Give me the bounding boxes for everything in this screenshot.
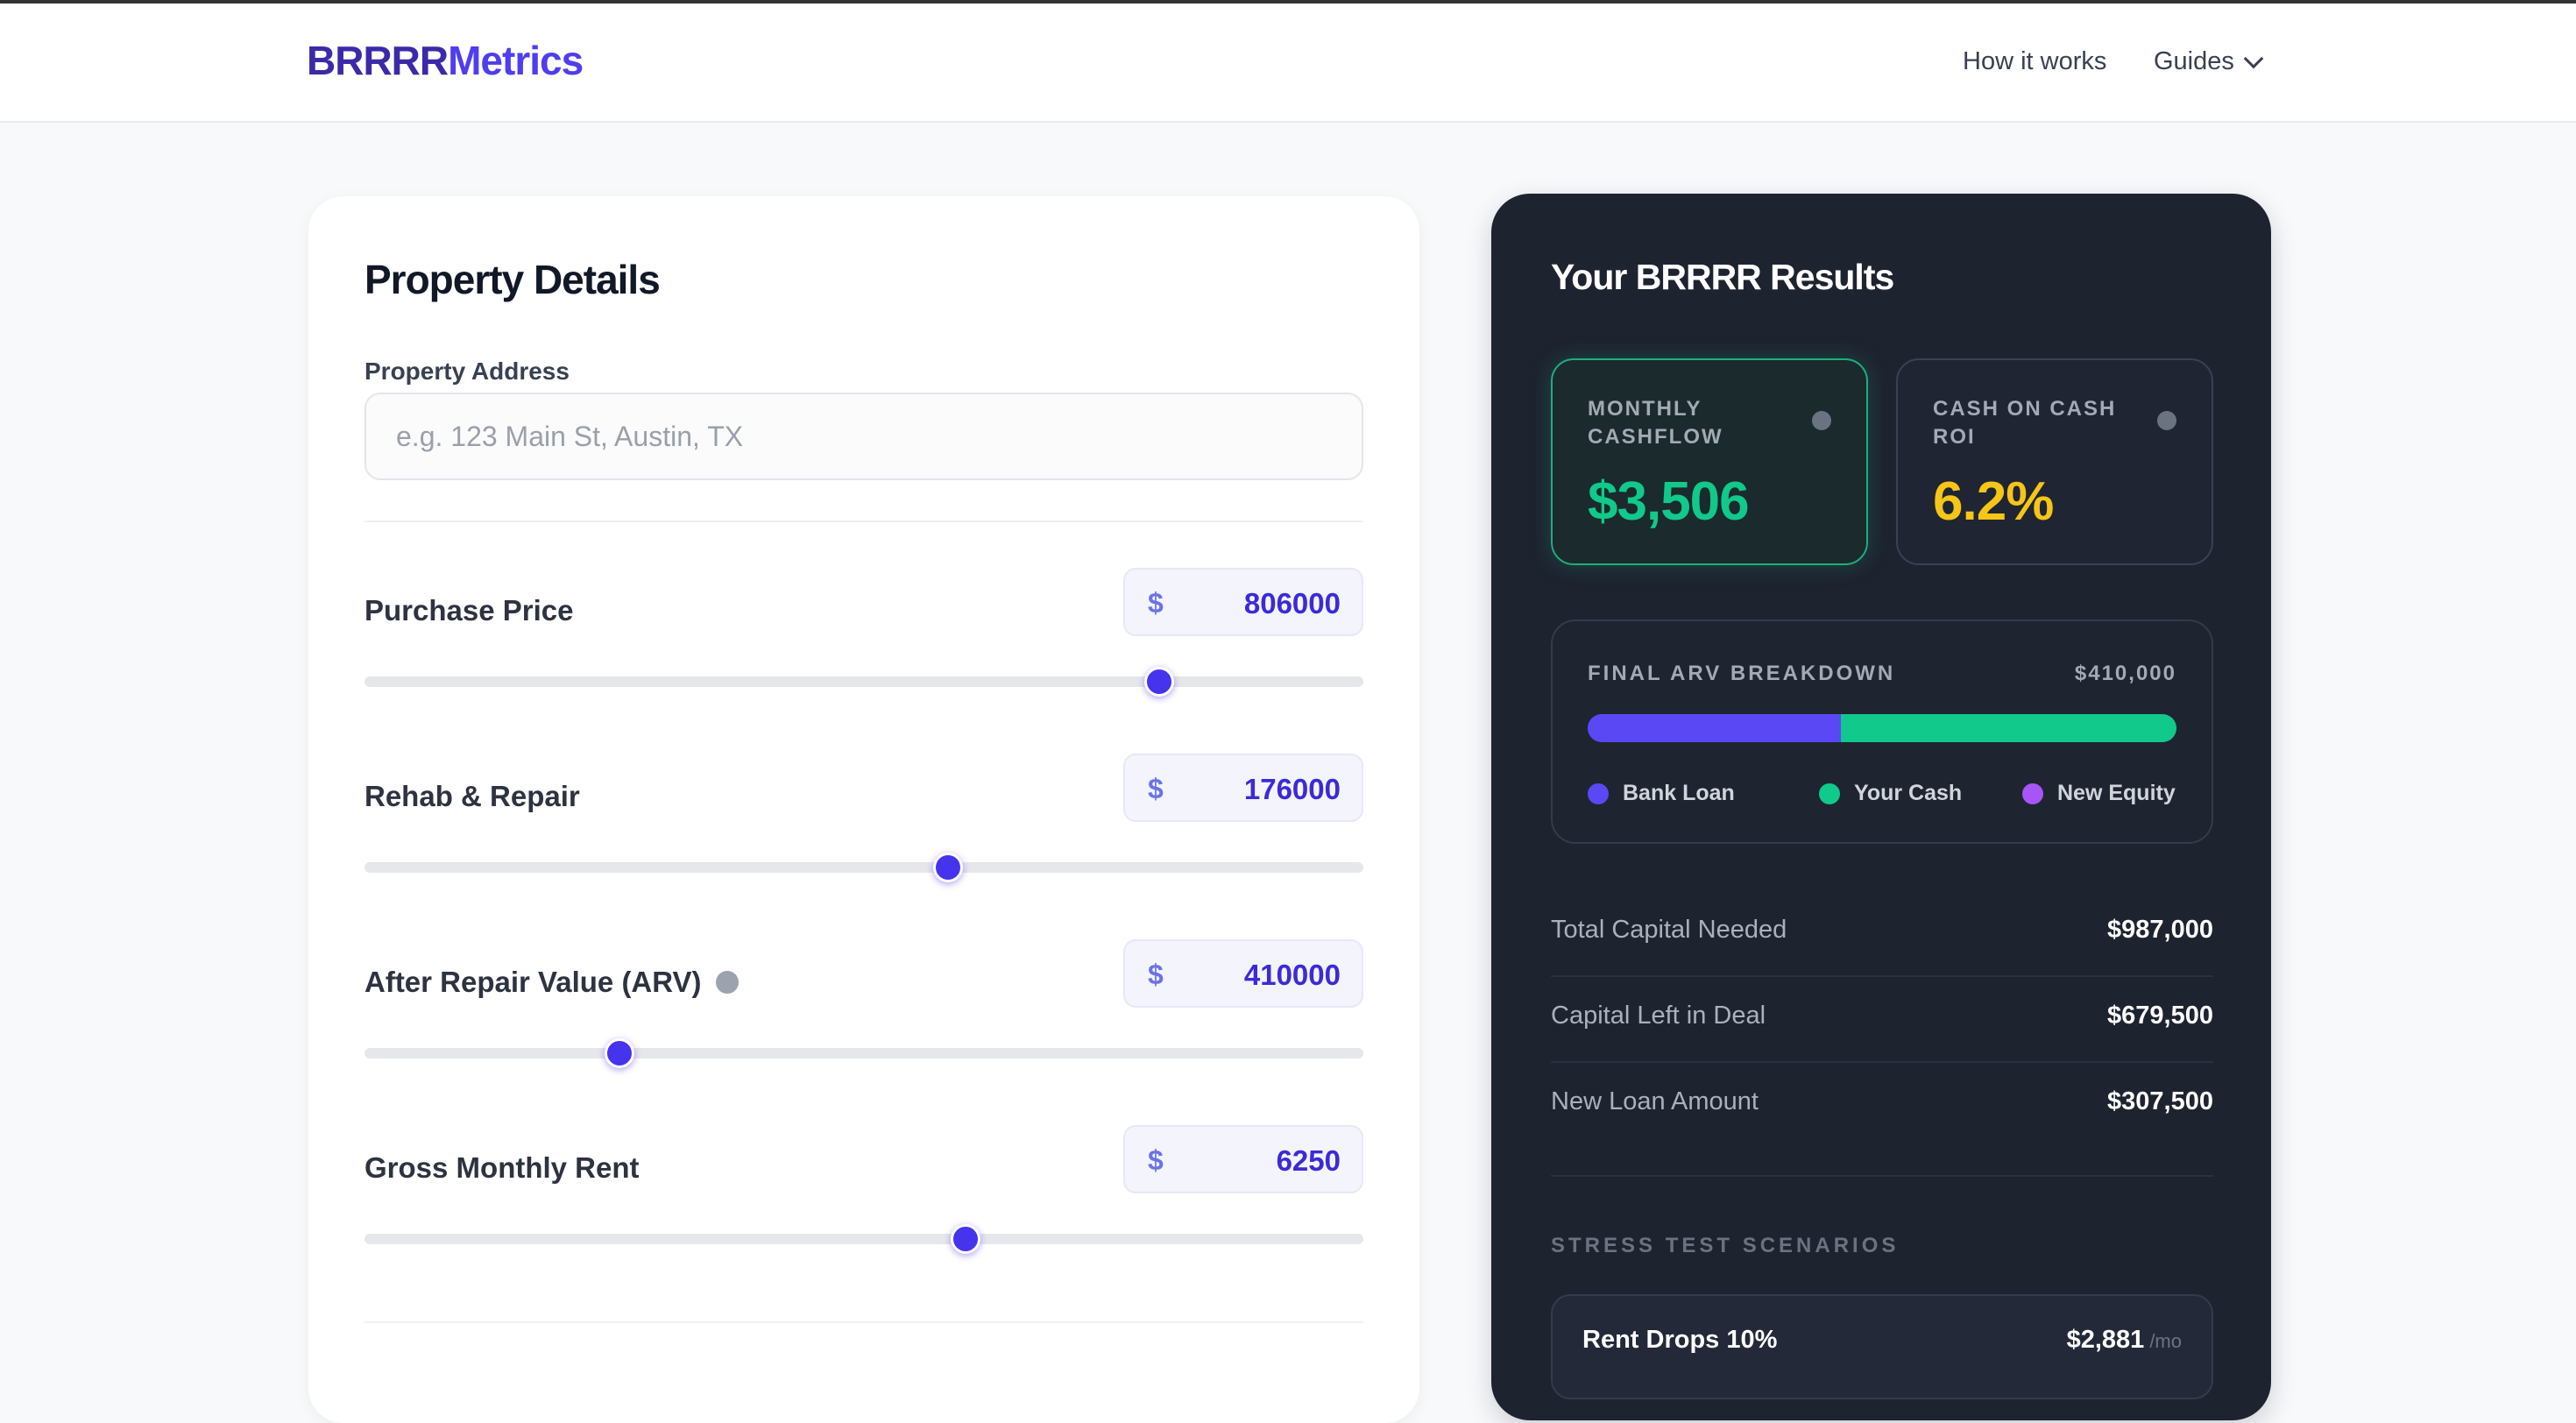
- stat-value: $987,000: [2107, 916, 2213, 944]
- stat-label: Capital Left in Deal: [1551, 1002, 1766, 1030]
- arv-breakdown-total: $410,000: [2074, 662, 2176, 685]
- nav-how-it-works[interactable]: How it works: [1963, 47, 2107, 75]
- purchase-price-slider-thumb[interactable]: [1144, 667, 1175, 697]
- stat-label: Total Capital Needed: [1551, 916, 1787, 944]
- scenario-value: $2,881: [2066, 1326, 2145, 1354]
- scenario-value-group: $2,881/mo: [2067, 1326, 2182, 1355]
- currency-symbol: $: [1148, 959, 1164, 990]
- logo-part-1: BRRRR: [307, 38, 449, 83]
- address-input[interactable]: [364, 393, 1363, 480]
- field-arv: After Repair Value (ARV) $ 410000: [364, 939, 1363, 1115]
- legend-new-equity: New Equity: [2022, 781, 2176, 806]
- top-border: [0, 0, 2576, 4]
- rehab-repair-value: 176000: [1243, 773, 1341, 805]
- stat-total-capital: Total Capital Needed $987,000: [1551, 891, 2213, 977]
- nav-guides-label: Guides: [2154, 47, 2234, 75]
- currency-symbol: $: [1148, 587, 1164, 619]
- coc-roi-value: 6.2%: [1933, 471, 2054, 532]
- arv-breakdown-title: FINAL ARV BREAKDOWN: [1588, 662, 1896, 685]
- arv-label: After Repair Value (ARV): [364, 966, 702, 998]
- coc-roi-card: CASH ON CASH ROI 6.2%: [1896, 358, 2213, 565]
- legend-bank-loan: Bank Loan: [1588, 781, 1735, 806]
- currency-symbol: $: [1148, 773, 1164, 804]
- legend-dot: [1819, 782, 1840, 804]
- logo-part-2: Metrics: [448, 38, 584, 83]
- stat-capital-left: Capital Left in Deal $679,500: [1551, 977, 2213, 1063]
- legend-label: Your Cash: [1854, 781, 1963, 805]
- legend-label: New Equity: [2057, 781, 2176, 805]
- purchase-price-slider-track[interactable]: [364, 676, 1363, 687]
- property-details-title: Property Details: [364, 257, 661, 302]
- property-details-card: Property Details Property Address Purcha…: [308, 196, 1419, 1423]
- arv-input[interactable]: $ 410000: [1123, 939, 1363, 1008]
- info-icon[interactable]: [715, 971, 739, 994]
- stat-value: $679,500: [2107, 1002, 2213, 1030]
- field-label: Rehab & Repair: [364, 780, 580, 813]
- results-card: Your BRRRR Results MONTHLY CASHFLOW $3,5…: [1491, 194, 2271, 1420]
- field-label: Gross Monthly Rent: [364, 1151, 640, 1185]
- gross-monthly-rent-slider-thumb[interactable]: [951, 1224, 981, 1254]
- address-label: Property Address: [364, 358, 570, 385]
- arv-slider-track[interactable]: [364, 1048, 1363, 1058]
- divider: [364, 1321, 1363, 1323]
- brand-logo[interactable]: BRRRRMetrics: [307, 37, 584, 84]
- field-purchase-price: Purchase Price $ 806000: [364, 568, 1363, 743]
- chevron-down-icon: [2243, 48, 2264, 68]
- purchase-price-label: Purchase Price: [364, 594, 574, 627]
- stat-new-loan: New Loan Amount $307,500: [1551, 1063, 2213, 1149]
- divider: [1551, 1175, 2213, 1177]
- purchase-price-input[interactable]: $ 806000: [1123, 568, 1363, 636]
- arv-slider-thumb[interactable]: [604, 1038, 634, 1068]
- rehab-repair-slider-thumb[interactable]: [932, 853, 963, 882]
- arv-segment-bank-loan: [1588, 714, 1841, 742]
- gross-monthly-rent-input[interactable]: $ 6250: [1123, 1125, 1363, 1193]
- rehab-repair-label: Rehab & Repair: [364, 780, 580, 812]
- info-icon[interactable]: [1812, 411, 1831, 430]
- gross-monthly-rent-value: 6250: [1276, 1144, 1341, 1177]
- scenario-label: Rent Drops 10%: [1582, 1326, 1778, 1354]
- gross-monthly-rent-label: Gross Monthly Rent: [364, 1151, 640, 1184]
- nav-guides-dropdown[interactable]: Guides: [2154, 47, 2264, 76]
- cashflow-label: MONTHLY CASHFLOW: [1588, 397, 1723, 449]
- scenario-rent-drops: Rent Drops 10% $2,881/mo: [1551, 1294, 2213, 1399]
- field-label: Purchase Price: [364, 594, 573, 627]
- rehab-repair-slider-track[interactable]: [364, 862, 1363, 873]
- currency-symbol: $: [1148, 1144, 1164, 1176]
- legend-label: Bank Loan: [1623, 781, 1735, 805]
- arv-segment-your-cash: [1840, 714, 2176, 742]
- info-icon[interactable]: [2157, 411, 2176, 430]
- stress-test-title: STRESS TEST SCENARIOS: [1551, 1234, 1900, 1257]
- stat-value: $307,500: [2107, 1087, 2213, 1115]
- results-title: Your BRRRR Results: [1551, 257, 1894, 297]
- legend-dot: [2022, 782, 2043, 804]
- field-gross-monthly-rent: Gross Monthly Rent $ 6250: [364, 1125, 1363, 1300]
- rehab-repair-input[interactable]: $ 176000: [1123, 754, 1363, 822]
- purchase-price-value: 806000: [1243, 587, 1341, 619]
- site-header: BRRRRMetrics How it works Guides: [0, 4, 2576, 123]
- legend-your-cash: Your Cash: [1819, 781, 1962, 806]
- field-rehab-repair: Rehab & Repair $ 176000: [364, 754, 1363, 929]
- arv-breakdown-bar: [1588, 714, 2176, 742]
- divider: [364, 520, 1363, 522]
- field-label: After Repair Value (ARV): [364, 966, 739, 999]
- gross-monthly-rent-slider-track[interactable]: [364, 1234, 1363, 1244]
- arv-breakdown-card: FINAL ARV BREAKDOWN $410,000 Bank Loan Y…: [1551, 619, 2213, 844]
- stat-label: New Loan Amount: [1551, 1087, 1759, 1115]
- cashflow-value: $3,506: [1588, 471, 1750, 532]
- monthly-cashflow-card: MONTHLY CASHFLOW $3,506: [1551, 358, 1868, 565]
- scenario-unit: /mo: [2149, 1330, 2182, 1352]
- legend-dot: [1588, 782, 1609, 804]
- coc-roi-label: CASH ON CASH ROI: [1933, 397, 2117, 449]
- arv-value: 410000: [1243, 959, 1341, 991]
